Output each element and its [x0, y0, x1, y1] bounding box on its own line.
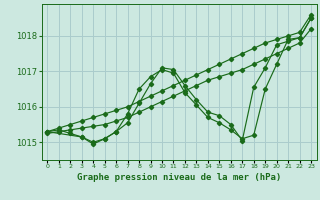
X-axis label: Graphe pression niveau de la mer (hPa): Graphe pression niveau de la mer (hPa): [77, 173, 281, 182]
